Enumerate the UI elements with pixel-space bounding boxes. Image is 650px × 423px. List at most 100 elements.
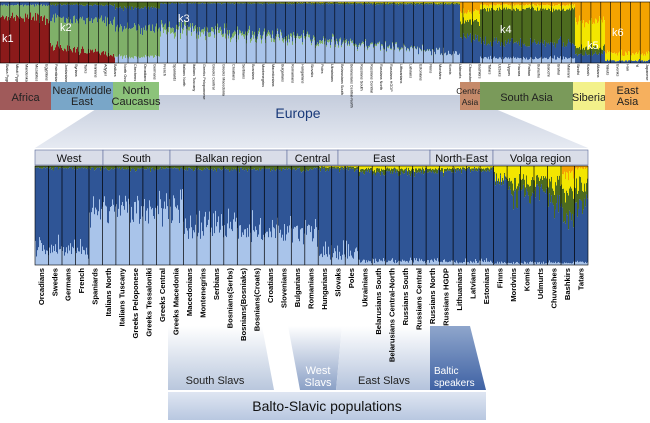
bottom-pop-label: Greeks Peloponese: [131, 268, 140, 339]
top-pop-label: Adygei: [103, 64, 107, 76]
top-region-box: [0, 82, 51, 110]
bottom-pop-label: Belarusians South: [374, 268, 383, 335]
top-pop-label: Uygurs: [507, 64, 511, 76]
top-pop-label: Biaka Pygmies: [5, 64, 9, 89]
top-region-box: [51, 82, 113, 110]
top-pop-label: Lithuanians: [399, 64, 403, 84]
west-slavs-label-line2: Slavs: [305, 377, 332, 389]
top-region-box: [573, 82, 605, 110]
bottom-region-header: West South Balkan region Central East North-E…: [34, 149, 589, 166]
top-pop-label: Hungarians: [300, 64, 304, 84]
top-regions: AfricaNear/MiddleEastNorthCaucasusCentra…: [0, 82, 650, 110]
bottom-pop-label: Russians Central: [414, 268, 423, 330]
top-pop-label: Romanians: [291, 64, 295, 83]
bottom-pop-label: Belarusians Central-North: [387, 268, 396, 362]
bottom-population-labels: Orcadians Swedes Germans French Spaniards Ita…: [37, 267, 585, 362]
balto-slavic-label: Balto-Slavic populations: [252, 398, 401, 414]
top-region-label: East: [616, 85, 638, 97]
top-pop-label: Russians South: [360, 64, 364, 91]
top-region-label: South Asia: [500, 92, 553, 104]
cluster-label-k3: k3: [178, 13, 190, 25]
bottom-pop-label: Italians North: [104, 268, 113, 317]
top-pop-label: Evenks: [616, 64, 620, 77]
bottom-pop-label: Greeks Central: [158, 268, 167, 322]
bottom-region-label: Balkan region: [195, 153, 262, 165]
top-pop-label: French: [163, 64, 167, 76]
europe-region-label: Europe: [275, 105, 320, 121]
top-pop-label: Belarusians South: [340, 64, 344, 95]
top-admixture-plot: [0, 2, 650, 64]
top-pop-label: Russians North: [379, 64, 383, 90]
bottom-pop-label: Tatars: [576, 268, 585, 290]
top-pop-label: Burusho: [537, 64, 541, 78]
bottom-pop-label: Germans: [64, 268, 73, 301]
top-pop-label: Bosnians: [251, 64, 255, 80]
south-slavs-label: South Slavs: [186, 375, 245, 387]
cluster-label-k5: k5: [587, 40, 599, 52]
bottom-region-label: East: [373, 153, 395, 165]
top-pop-label: Brahui: [556, 64, 560, 75]
cluster-label-k1: k1: [2, 33, 14, 45]
baltic-speakers-label: Baltic: [434, 366, 458, 377]
zoom-funnel: [35, 95, 588, 148]
bottom-pop-label: Udmurts: [536, 268, 545, 299]
bottom-pop-label: Finns: [495, 268, 504, 288]
top-pop-label: Italians Tuscany: [192, 64, 196, 91]
top-pop-label: Yakuts: [606, 64, 610, 75]
top-pop-label: Egyptians: [44, 64, 48, 81]
bottom-pop-label: Hungarians: [320, 268, 329, 310]
top-pop-label: Balochi: [547, 64, 551, 77]
bottom-pop-label: Russians North: [428, 268, 437, 324]
top-pop-label: Sindhi: [576, 64, 580, 75]
top-pop-label: Kalash: [586, 64, 590, 76]
top-region-box: [460, 82, 480, 110]
top-region-label: Asia: [462, 97, 479, 107]
top-pop-label: Iranians: [94, 64, 98, 78]
top-region-label: Near/Middle: [52, 85, 111, 97]
bottom-pop-label: Italians Tuscany: [118, 267, 127, 326]
top-pop-label: Hazara: [517, 64, 521, 77]
top-pop-label: Italians North: [182, 64, 186, 86]
bottom-pop-label: Montenegrins: [199, 268, 208, 318]
bottom-pop-label: Lithuanians: [455, 268, 464, 311]
bottom-pop-label: Orcadians: [37, 268, 46, 305]
bottom-pop-label: Slovaks: [334, 268, 343, 297]
top-pop-label: Russians Central: [369, 64, 373, 93]
bottom-pop-label: Bosnians(Bosniaks): [239, 268, 248, 341]
top-pop-label: Udmurts: [458, 64, 462, 78]
top-pop-label: Serbians: [241, 64, 245, 79]
balto-slavic-banner: [168, 392, 486, 420]
top-pop-label: Slovaks: [310, 64, 314, 77]
bottom-region-label: West: [57, 153, 82, 165]
bottom-plot-frame: [34, 165, 589, 266]
bottom-separators: [48, 166, 575, 265]
east-slavs-region: [336, 326, 430, 390]
top-pop-label: Macedonians: [271, 64, 275, 87]
bottom-pop-label: Bosnians(Serbs): [226, 268, 235, 329]
cluster-label-k2: k2: [60, 22, 72, 34]
bottom-region-label: North-East: [435, 153, 488, 165]
top-pop-label: Bulgarians: [281, 64, 285, 82]
top-pop-label: Uzbeks: [497, 64, 501, 77]
top-pop-label: Chuvashes: [468, 64, 472, 83]
top-pop-label: Turks: [84, 64, 88, 73]
south-slavs-region: [168, 326, 274, 390]
west-slavs-label: West: [306, 365, 331, 377]
top-pop-label: Greeks Peloponnese: [202, 64, 206, 99]
top-pop-label: Mbuti Pygmies: [15, 64, 19, 89]
west-slavs-region: [288, 326, 342, 390]
top-pop-label: Yi: [635, 64, 639, 67]
bottom-pop-label: Russians South: [401, 268, 410, 326]
bottom-pop-label: Swedes: [50, 268, 59, 296]
top-region-label: Asia: [617, 96, 639, 108]
top-pop-label: Croatians: [231, 64, 235, 80]
bottom-admixture-plot: [35, 166, 589, 265]
top-pop-label: Pathan: [527, 64, 531, 76]
top-region-label: Central: [456, 86, 484, 96]
baltic-speakers-label-line2: speakers: [434, 378, 475, 389]
east-slavs-label: East Slavs: [358, 375, 410, 387]
top-region-box: [113, 82, 159, 110]
top-pop-label: Ukrainians: [330, 64, 334, 82]
bottom-pop-label: Bosnians(Croats): [253, 268, 262, 332]
top-plot-frame: [0, 1, 650, 64]
